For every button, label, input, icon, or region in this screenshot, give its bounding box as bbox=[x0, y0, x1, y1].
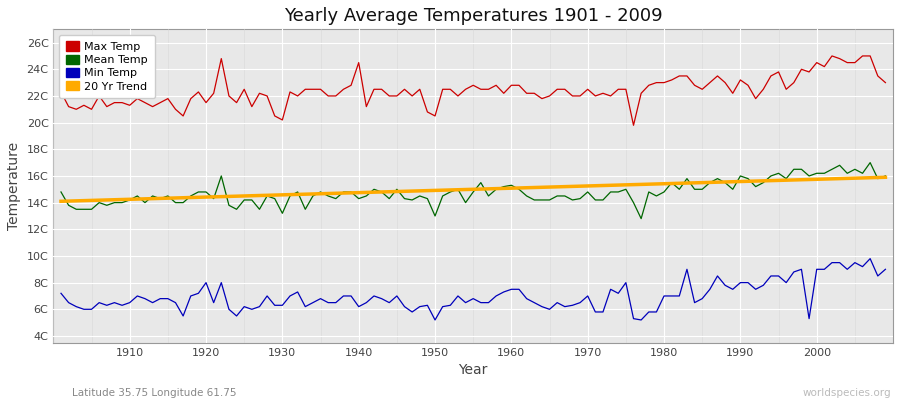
Title: Yearly Average Temperatures 1901 - 2009: Yearly Average Temperatures 1901 - 2009 bbox=[284, 7, 662, 25]
Text: worldspecies.org: worldspecies.org bbox=[803, 388, 891, 398]
Y-axis label: Temperature: Temperature bbox=[7, 142, 21, 230]
Legend: Max Temp, Mean Temp, Min Temp, 20 Yr Trend: Max Temp, Mean Temp, Min Temp, 20 Yr Tre… bbox=[58, 35, 155, 98]
X-axis label: Year: Year bbox=[458, 363, 488, 377]
Text: Latitude 35.75 Longitude 61.75: Latitude 35.75 Longitude 61.75 bbox=[72, 388, 237, 398]
